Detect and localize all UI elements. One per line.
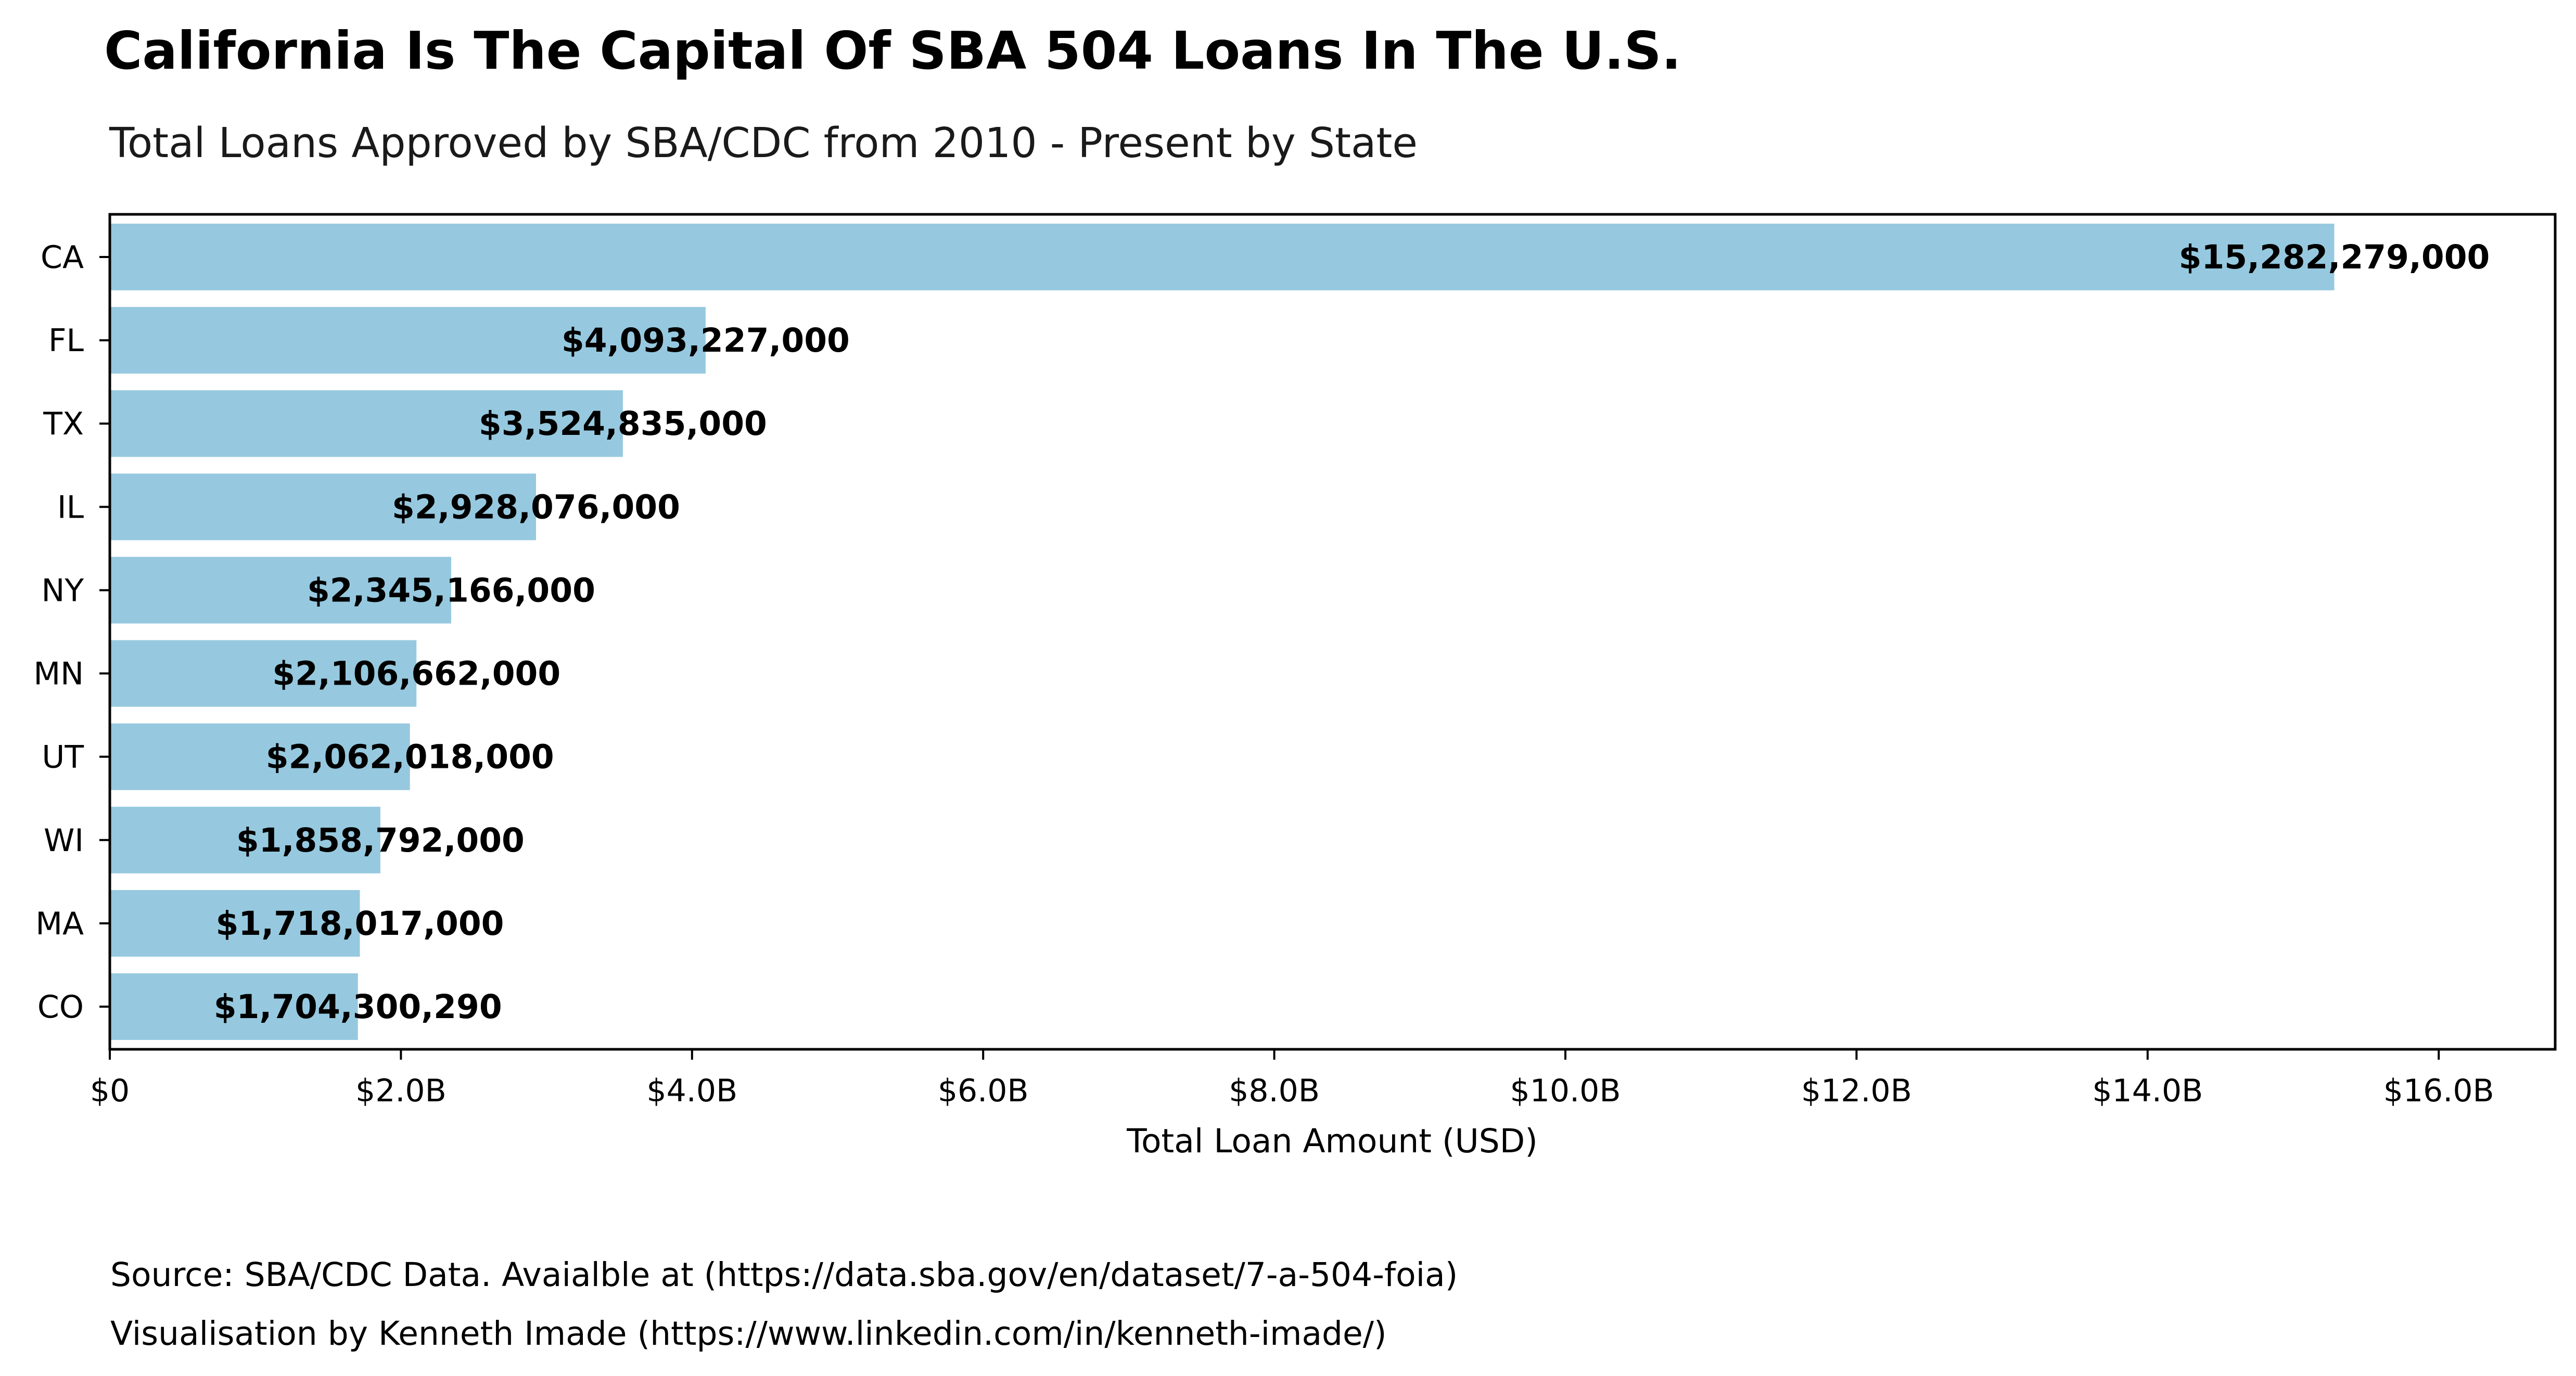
x-tick-label: $4.0B xyxy=(646,1073,737,1109)
y-axis: CA FL TX IL NY MN UT WI MA CO xyxy=(33,239,110,1025)
y-tick-label-wi: WI xyxy=(44,822,84,859)
x-tick-label: $14.0B xyxy=(2092,1073,2203,1109)
bar-value-label-ma: $1,718,017,000 xyxy=(216,905,504,943)
y-tick-label-ut: UT xyxy=(42,739,84,776)
x-tick-label: $2.0B xyxy=(355,1073,447,1109)
bar-value-label-ca: $15,282,279,000 xyxy=(2179,238,2490,276)
x-tick-label: $0 xyxy=(90,1073,130,1109)
bars-layer xyxy=(110,223,2335,1040)
bar-il xyxy=(110,473,536,541)
x-axis-title: Total Loan Amount (USD) xyxy=(1126,1122,1538,1160)
y-tick-label-co: CO xyxy=(37,989,84,1025)
x-tick-label: $6.0B xyxy=(938,1073,1029,1109)
bar-value-label-ny: $2,345,166,000 xyxy=(307,571,595,609)
x-tick-label: $12.0B xyxy=(1801,1073,1912,1109)
y-tick-label-fl: FL xyxy=(48,323,84,359)
bar-value-label-co: $1,704,300,290 xyxy=(214,988,502,1026)
plot-frame xyxy=(108,213,2557,1051)
chart-subtitle: Total Loans Approved by SBA/CDC from 201… xyxy=(109,119,1418,167)
bar-value-label-tx: $3,524,835,000 xyxy=(479,405,767,443)
y-tick-label-tx: TX xyxy=(43,406,84,442)
x-tick-label: $16.0B xyxy=(2383,1073,2494,1109)
bar-labels-layer: $15,282,279,000 $4,093,227,000 $3,524,835,… xyxy=(214,238,2490,1026)
y-tick-label-mn: MN xyxy=(33,656,84,692)
bar-mn xyxy=(110,640,417,707)
bar-value-label-mn: $2,106,662,000 xyxy=(272,655,560,693)
x-tick-label: $8.0B xyxy=(1229,1073,1320,1109)
credit-note: Visualisation by Kenneth Imade (https://… xyxy=(110,1315,1387,1353)
bar-ca xyxy=(110,223,2335,291)
bar-wi xyxy=(110,806,380,873)
bar-fl xyxy=(110,307,706,374)
bar-value-label-il: $2,928,076,000 xyxy=(392,488,680,526)
bar-ut xyxy=(110,723,410,790)
bar-value-label-fl: $4,093,227,000 xyxy=(562,322,850,359)
bar-ny xyxy=(110,557,451,624)
y-tick-label-ca: CA xyxy=(41,239,84,276)
y-tick-label-ma: MA xyxy=(35,906,84,942)
bar-tx xyxy=(110,390,623,457)
y-tick-label-ny: NY xyxy=(41,572,84,609)
chart-title: California Is The Capital Of SBA 504 Loa… xyxy=(104,20,1681,81)
bar-co xyxy=(110,973,358,1040)
y-tick-label-il: IL xyxy=(57,489,84,525)
bar-value-label-ut: $2,062,018,000 xyxy=(266,738,554,776)
bar-ma xyxy=(110,890,360,957)
bar-value-label-wi: $1,858,792,000 xyxy=(236,821,525,859)
x-tick-label: $10.0B xyxy=(1510,1073,1621,1109)
source-note: Source: SBA/CDC Data. Avaialble at (http… xyxy=(110,1256,1458,1294)
x-axis: $0 $2.0B $4.0B $6.0B $8.0B $10.0B $12.0B $14.0B… xyxy=(90,1049,2494,1109)
